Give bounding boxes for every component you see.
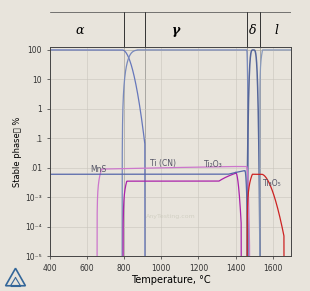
Text: l: l bbox=[275, 24, 278, 37]
Text: Ti₃O₅: Ti₃O₅ bbox=[263, 179, 282, 188]
X-axis label: Temperature, °C: Temperature, °C bbox=[131, 276, 210, 285]
Text: MnS: MnS bbox=[91, 165, 107, 173]
Y-axis label: Stable phase， %: Stable phase， % bbox=[13, 116, 22, 187]
Text: Ti (CN): Ti (CN) bbox=[150, 159, 176, 168]
Text: γ: γ bbox=[172, 24, 180, 37]
Text: δ: δ bbox=[249, 24, 256, 37]
Text: Ti₂O₃: Ti₂O₃ bbox=[204, 160, 223, 169]
Text: α: α bbox=[75, 24, 84, 37]
Text: AnyTesting.com: AnyTesting.com bbox=[146, 214, 195, 219]
